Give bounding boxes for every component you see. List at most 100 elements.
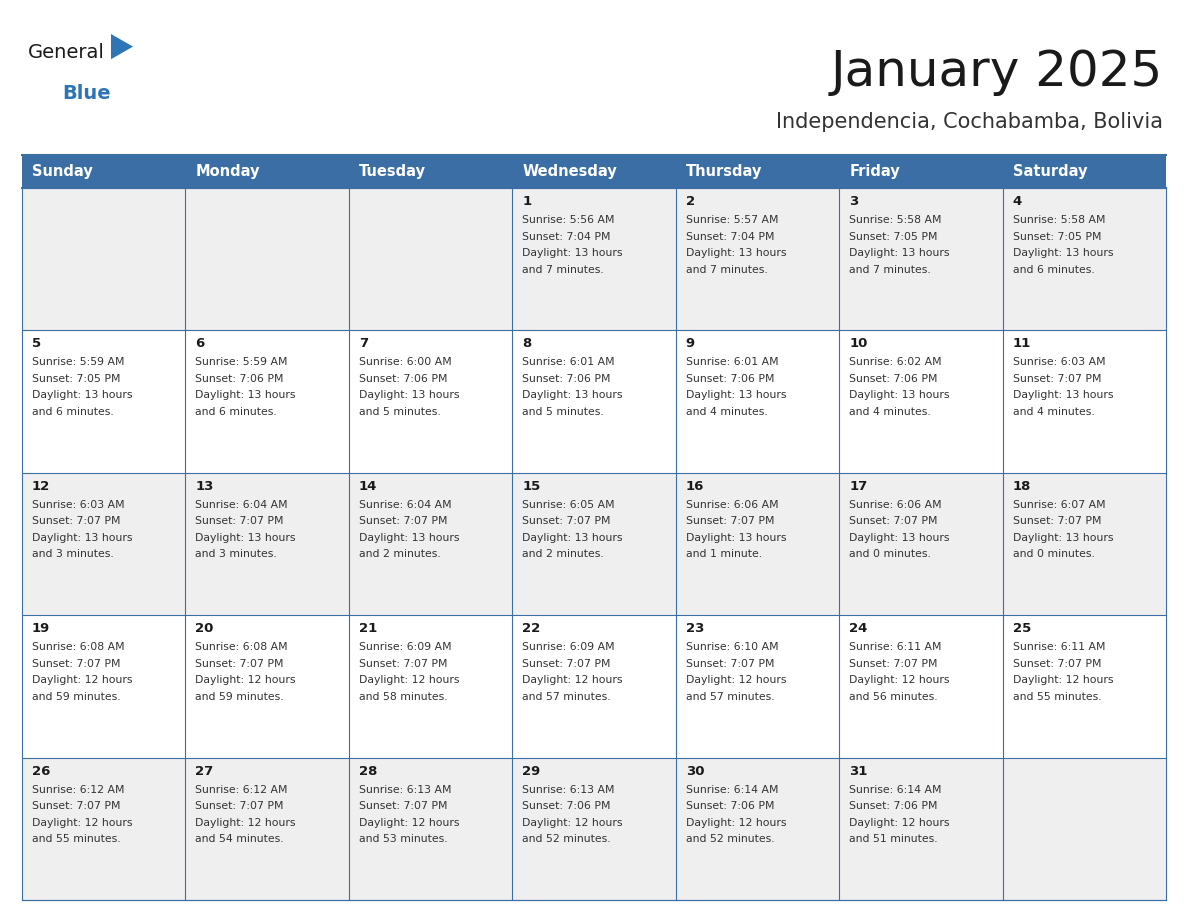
Text: and 4 minutes.: and 4 minutes.: [685, 407, 767, 417]
Text: Sunday: Sunday: [32, 164, 93, 179]
Text: Sunset: 7:06 PM: Sunset: 7:06 PM: [359, 374, 448, 384]
Text: Sunset: 7:06 PM: Sunset: 7:06 PM: [196, 374, 284, 384]
Text: Sunrise: 6:13 AM: Sunrise: 6:13 AM: [359, 785, 451, 795]
Polygon shape: [110, 34, 133, 59]
Text: and 59 minutes.: and 59 minutes.: [196, 691, 284, 701]
Text: 1: 1: [523, 195, 531, 208]
Text: Sunrise: 6:12 AM: Sunrise: 6:12 AM: [32, 785, 125, 795]
Text: 14: 14: [359, 480, 378, 493]
Text: Daylight: 12 hours: Daylight: 12 hours: [849, 676, 949, 685]
Text: Sunrise: 6:06 AM: Sunrise: 6:06 AM: [849, 499, 942, 509]
Text: Sunrise: 6:14 AM: Sunrise: 6:14 AM: [685, 785, 778, 795]
Text: Sunrise: 5:58 AM: Sunrise: 5:58 AM: [1012, 215, 1105, 225]
Text: 8: 8: [523, 338, 531, 351]
Text: Sunrise: 6:11 AM: Sunrise: 6:11 AM: [1012, 643, 1105, 652]
Text: 13: 13: [196, 480, 214, 493]
Text: Sunrise: 6:13 AM: Sunrise: 6:13 AM: [523, 785, 614, 795]
Text: and 3 minutes.: and 3 minutes.: [32, 549, 114, 559]
Text: Sunset: 7:07 PM: Sunset: 7:07 PM: [32, 516, 120, 526]
Text: Daylight: 13 hours: Daylight: 13 hours: [32, 390, 133, 400]
Text: and 5 minutes.: and 5 minutes.: [523, 407, 604, 417]
Text: and 7 minutes.: and 7 minutes.: [849, 264, 931, 274]
Text: Sunset: 7:04 PM: Sunset: 7:04 PM: [523, 231, 611, 241]
Text: Sunrise: 6:01 AM: Sunrise: 6:01 AM: [523, 357, 615, 367]
Text: Sunrise: 5:57 AM: Sunrise: 5:57 AM: [685, 215, 778, 225]
Text: Daylight: 13 hours: Daylight: 13 hours: [685, 390, 786, 400]
Text: Tuesday: Tuesday: [359, 164, 425, 179]
Text: Daylight: 12 hours: Daylight: 12 hours: [359, 818, 460, 828]
Text: 12: 12: [32, 480, 50, 493]
Text: 15: 15: [523, 480, 541, 493]
Text: Daylight: 13 hours: Daylight: 13 hours: [1012, 248, 1113, 258]
Text: Sunset: 7:04 PM: Sunset: 7:04 PM: [685, 231, 775, 241]
Text: Sunset: 7:05 PM: Sunset: 7:05 PM: [32, 374, 120, 384]
Text: Saturday: Saturday: [1012, 164, 1087, 179]
Text: and 51 minutes.: and 51 minutes.: [849, 834, 937, 844]
Text: Sunset: 7:07 PM: Sunset: 7:07 PM: [849, 659, 937, 668]
Text: and 4 minutes.: and 4 minutes.: [1012, 407, 1094, 417]
Text: Sunset: 7:07 PM: Sunset: 7:07 PM: [523, 659, 611, 668]
Text: Daylight: 12 hours: Daylight: 12 hours: [849, 818, 949, 828]
Text: Sunrise: 6:06 AM: Sunrise: 6:06 AM: [685, 499, 778, 509]
Text: Sunset: 7:06 PM: Sunset: 7:06 PM: [523, 374, 611, 384]
Text: Sunrise: 6:14 AM: Sunrise: 6:14 AM: [849, 785, 942, 795]
Bar: [23, 155, 185, 188]
Text: Sunset: 7:06 PM: Sunset: 7:06 PM: [849, 374, 937, 384]
Text: Sunset: 7:07 PM: Sunset: 7:07 PM: [196, 516, 284, 526]
Bar: [676, 155, 839, 188]
Text: Sunset: 7:07 PM: Sunset: 7:07 PM: [1012, 659, 1101, 668]
Text: Sunset: 7:07 PM: Sunset: 7:07 PM: [196, 659, 284, 668]
Text: Sunrise: 5:59 AM: Sunrise: 5:59 AM: [32, 357, 125, 367]
Text: Daylight: 13 hours: Daylight: 13 hours: [523, 248, 623, 258]
Text: Daylight: 12 hours: Daylight: 12 hours: [196, 676, 296, 685]
Text: Sunrise: 6:08 AM: Sunrise: 6:08 AM: [196, 643, 287, 652]
Text: General: General: [29, 43, 105, 62]
Text: 24: 24: [849, 622, 867, 635]
Bar: [839, 155, 1003, 188]
Text: Wednesday: Wednesday: [523, 164, 617, 179]
Text: and 52 minutes.: and 52 minutes.: [523, 834, 611, 844]
Text: Sunset: 7:07 PM: Sunset: 7:07 PM: [359, 516, 448, 526]
Text: and 54 minutes.: and 54 minutes.: [196, 834, 284, 844]
Text: Sunrise: 6:04 AM: Sunrise: 6:04 AM: [196, 499, 287, 509]
Text: 4: 4: [1012, 195, 1022, 208]
Text: and 2 minutes.: and 2 minutes.: [359, 549, 441, 559]
Text: and 59 minutes.: and 59 minutes.: [32, 691, 121, 701]
Text: Sunset: 7:07 PM: Sunset: 7:07 PM: [359, 801, 448, 812]
Text: Daylight: 13 hours: Daylight: 13 hours: [849, 532, 949, 543]
Text: Sunset: 7:07 PM: Sunset: 7:07 PM: [359, 659, 448, 668]
Text: Daylight: 13 hours: Daylight: 13 hours: [1012, 532, 1113, 543]
Text: 7: 7: [359, 338, 368, 351]
Bar: [23, 757, 1165, 900]
Text: Daylight: 12 hours: Daylight: 12 hours: [1012, 676, 1113, 685]
Text: Daylight: 13 hours: Daylight: 13 hours: [32, 532, 133, 543]
Text: Sunset: 7:07 PM: Sunset: 7:07 PM: [849, 516, 937, 526]
Text: Sunrise: 6:08 AM: Sunrise: 6:08 AM: [32, 643, 125, 652]
Text: Sunrise: 5:59 AM: Sunrise: 5:59 AM: [196, 357, 287, 367]
Text: 17: 17: [849, 480, 867, 493]
Text: Daylight: 13 hours: Daylight: 13 hours: [523, 532, 623, 543]
Text: and 7 minutes.: and 7 minutes.: [523, 264, 604, 274]
Text: 26: 26: [32, 765, 50, 778]
Text: Sunrise: 6:09 AM: Sunrise: 6:09 AM: [523, 643, 615, 652]
Text: Daylight: 13 hours: Daylight: 13 hours: [685, 532, 786, 543]
Bar: [23, 330, 1165, 473]
Text: and 55 minutes.: and 55 minutes.: [32, 834, 121, 844]
Text: Sunrise: 6:05 AM: Sunrise: 6:05 AM: [523, 499, 615, 509]
Text: 3: 3: [849, 195, 859, 208]
Text: Sunset: 7:07 PM: Sunset: 7:07 PM: [1012, 374, 1101, 384]
Text: and 57 minutes.: and 57 minutes.: [523, 691, 611, 701]
Text: 5: 5: [32, 338, 42, 351]
Text: and 52 minutes.: and 52 minutes.: [685, 834, 775, 844]
Text: and 6 minutes.: and 6 minutes.: [196, 407, 277, 417]
Text: and 0 minutes.: and 0 minutes.: [1012, 549, 1094, 559]
Text: and 1 minute.: and 1 minute.: [685, 549, 762, 559]
Bar: [349, 155, 512, 188]
Text: 27: 27: [196, 765, 214, 778]
Text: Daylight: 13 hours: Daylight: 13 hours: [849, 390, 949, 400]
Text: and 6 minutes.: and 6 minutes.: [1012, 264, 1094, 274]
Bar: [23, 615, 1165, 757]
Text: Sunrise: 6:01 AM: Sunrise: 6:01 AM: [685, 357, 778, 367]
Text: Daylight: 12 hours: Daylight: 12 hours: [32, 818, 133, 828]
Text: Daylight: 12 hours: Daylight: 12 hours: [523, 818, 623, 828]
